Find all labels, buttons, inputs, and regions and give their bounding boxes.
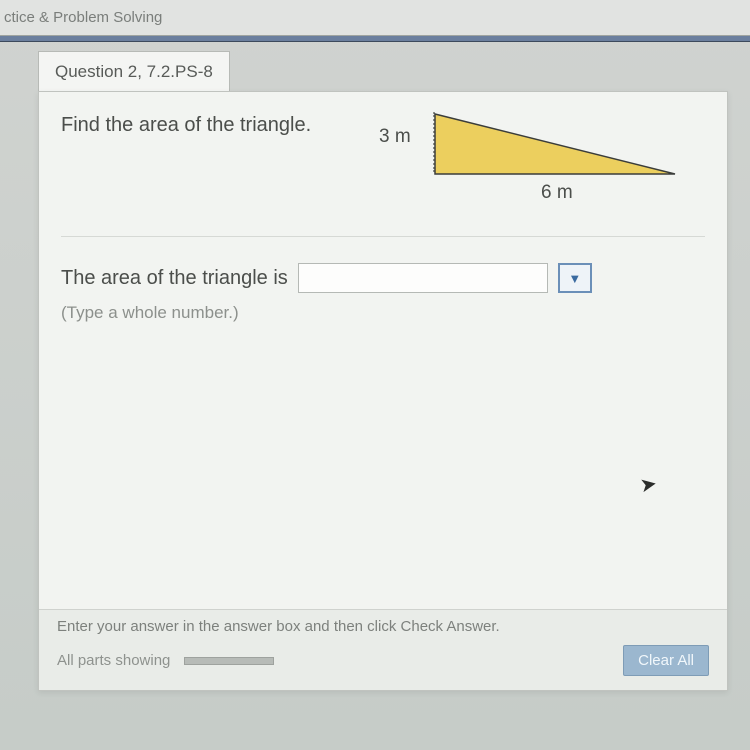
answer-label: The area of the triangle is (61, 267, 288, 290)
work-area: Question 2, 7.2.PS-8 Find the area of th… (0, 42, 750, 691)
breadcrumb-text: ctice & Problem Solving (4, 9, 162, 26)
clear-all-button[interactable]: Clear All (623, 645, 709, 676)
answer-input[interactable] (298, 263, 548, 293)
parts-showing-label: All parts showing (57, 652, 170, 669)
triangle-figure: 3 m 6 m (361, 112, 681, 212)
question-tab[interactable]: Question 2, 7.2.PS-8 (38, 51, 230, 92)
prompt-row: Find the area of the triangle. 3 m 6 m (61, 112, 705, 237)
question-panel: Find the area of the triangle. 3 m 6 m T… (38, 91, 728, 691)
footer-row: All parts showing Clear All (57, 645, 709, 676)
panel-footer: Enter your answer in the answer box and … (39, 609, 727, 690)
clear-all-label: Clear All (638, 652, 694, 669)
progress-bar (184, 657, 274, 665)
prompt-text: Find the area of the triangle. (61, 112, 361, 137)
question-tab-label: Question 2, 7.2.PS-8 (55, 62, 213, 81)
triangle-shape (431, 110, 681, 180)
chevron-down-icon: ▼ (568, 271, 581, 286)
cursor-icon: ➤ (638, 471, 659, 499)
answer-hint: (Type a whole number.) (61, 303, 705, 323)
unit-dropdown[interactable]: ▼ (558, 263, 592, 293)
height-label: 3 m (379, 126, 411, 148)
footer-instruction: Enter your answer in the answer box and … (57, 618, 709, 635)
base-label: 6 m (541, 182, 573, 204)
answer-row: The area of the triangle is ▼ (61, 263, 705, 293)
top-navbar: ctice & Problem Solving (0, 0, 750, 36)
